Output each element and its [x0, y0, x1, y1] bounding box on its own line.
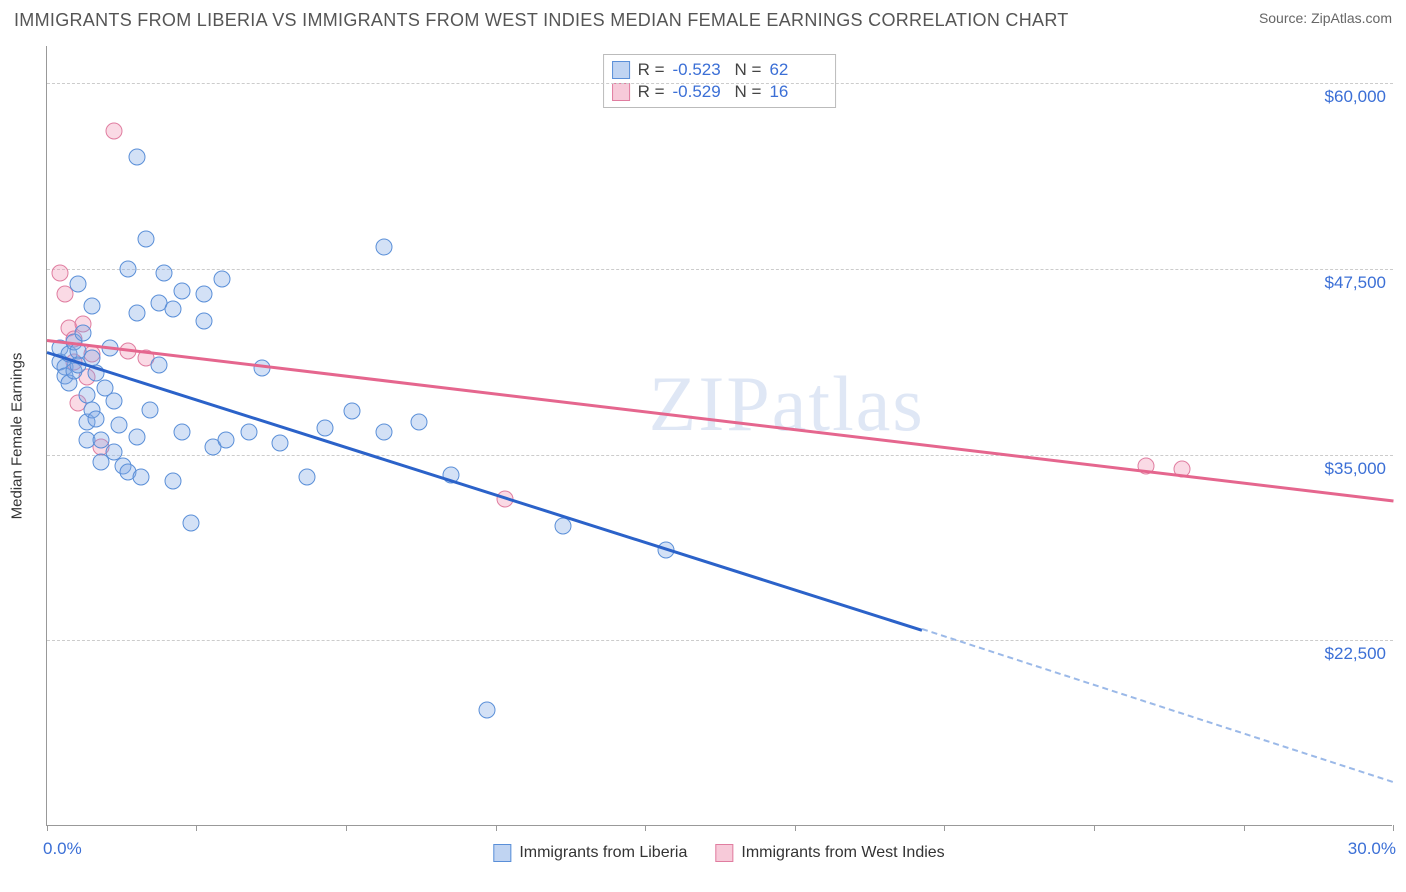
- series-a-point: [164, 300, 181, 317]
- series-a-point: [196, 312, 213, 329]
- x-tick: [346, 825, 347, 831]
- y-axis-tick-label: $35,000: [1325, 459, 1386, 479]
- gridline: [47, 455, 1393, 456]
- series-legend: Immigrants from Liberia Immigrants from …: [493, 844, 944, 862]
- y-axis-tick-label: $22,500: [1325, 644, 1386, 664]
- series-a-point: [155, 265, 172, 282]
- series-a-point: [83, 298, 100, 315]
- series-b-trendline: [47, 339, 1393, 502]
- gridline: [47, 640, 1393, 641]
- series-a-point: [128, 428, 145, 445]
- x-tick: [1094, 825, 1095, 831]
- series-a-point: [317, 419, 334, 436]
- series-a-point: [74, 324, 91, 341]
- x-tick: [944, 825, 945, 831]
- series-a-point: [173, 424, 190, 441]
- series-b-point: [106, 122, 123, 139]
- y-axis-tick-label: $47,500: [1325, 273, 1386, 293]
- x-tick: [1393, 825, 1394, 831]
- legend-item: Immigrants from Liberia: [493, 844, 687, 862]
- series-a-point: [375, 424, 392, 441]
- chart-title: IMMIGRANTS FROM LIBERIA VS IMMIGRANTS FR…: [14, 10, 1069, 31]
- stats-row: R = -0.529 N = 16: [612, 81, 824, 103]
- n-value: 62: [769, 60, 823, 80]
- series-a-point: [151, 357, 168, 374]
- series-a-point: [218, 431, 235, 448]
- series-b-point: [52, 265, 69, 282]
- series-a-point: [213, 271, 230, 288]
- r-value: -0.523: [673, 60, 727, 80]
- x-tick: [47, 825, 48, 831]
- series-a-point: [110, 416, 127, 433]
- legend-label: Immigrants from West Indies: [741, 844, 944, 862]
- legend-label: Immigrants from Liberia: [519, 844, 687, 862]
- series-a-point: [142, 402, 159, 419]
- x-tick: [196, 825, 197, 831]
- n-label: N =: [735, 82, 762, 102]
- x-axis-min-label: 0.0%: [43, 839, 82, 859]
- n-value: 16: [769, 82, 823, 102]
- series-a-point: [173, 283, 190, 300]
- correlation-stats-legend: R = -0.523 N = 62 R = -0.529 N = 16: [603, 54, 837, 108]
- series-b-swatch: [612, 83, 630, 101]
- series-a-point: [344, 403, 361, 420]
- series-a-point: [119, 260, 136, 277]
- x-axis-max-label: 30.0%: [1348, 839, 1396, 859]
- gridline: [47, 83, 1393, 84]
- series-a-point: [128, 149, 145, 166]
- series-a-point: [70, 275, 87, 292]
- r-label: R =: [638, 82, 665, 102]
- series-a-point: [272, 434, 289, 451]
- series-a-point: [164, 473, 181, 490]
- series-a-trendline-extrapolated: [922, 628, 1394, 783]
- r-label: R =: [638, 60, 665, 80]
- legend-item: Immigrants from West Indies: [715, 844, 944, 862]
- y-axis-title: Median Female Earnings: [9, 352, 26, 519]
- plot-area: ZIPatlas Median Female Earnings 0.0% 30.…: [46, 46, 1392, 826]
- series-b-swatch: [715, 844, 733, 862]
- x-tick: [795, 825, 796, 831]
- series-a-point: [88, 410, 105, 427]
- series-a-point: [182, 514, 199, 531]
- series-a-point: [240, 424, 257, 441]
- chart-container: ZIPatlas Median Female Earnings 0.0% 30.…: [46, 46, 1392, 826]
- stats-row: R = -0.523 N = 62: [612, 59, 824, 81]
- n-label: N =: [735, 60, 762, 80]
- x-tick: [1244, 825, 1245, 831]
- series-a-point: [299, 468, 316, 485]
- x-tick: [496, 825, 497, 831]
- watermark-text: ZIPatlas: [649, 359, 925, 449]
- series-a-point: [106, 393, 123, 410]
- series-a-point: [137, 231, 154, 248]
- series-a-swatch: [612, 61, 630, 79]
- series-a-swatch: [493, 844, 511, 862]
- series-a-point: [411, 413, 428, 430]
- series-a-point: [133, 468, 150, 485]
- source-attribution: Source: ZipAtlas.com: [1259, 10, 1392, 26]
- y-axis-tick-label: $60,000: [1325, 87, 1386, 107]
- series-a-point: [375, 238, 392, 255]
- series-a-point: [478, 702, 495, 719]
- gridline: [47, 269, 1393, 270]
- r-value: -0.529: [673, 82, 727, 102]
- x-tick: [645, 825, 646, 831]
- series-a-point: [196, 286, 213, 303]
- series-a-point: [128, 305, 145, 322]
